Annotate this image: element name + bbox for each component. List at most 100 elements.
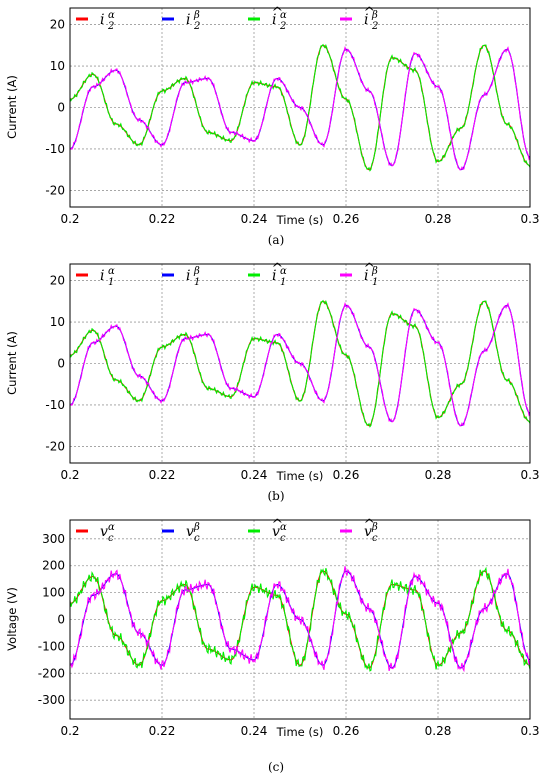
x-tick-label: 0.3 (520, 212, 539, 226)
plot-frame (69, 263, 531, 464)
legend-hat: ^ (364, 517, 376, 533)
legend-subscript: c (108, 533, 114, 544)
legend-hat: ^ (364, 261, 376, 277)
x-tick-label: 0.2 (60, 212, 79, 226)
x-tick-label: 0.26 (333, 212, 360, 226)
panel-caption: (c) (268, 760, 284, 774)
y-axis-label: Voltage (V) (5, 587, 19, 651)
y-tick-label: 20 (50, 274, 65, 288)
legend-symbol: v (100, 524, 108, 540)
y-tick-label: 10 (50, 59, 65, 73)
legend-superscript: β (193, 522, 200, 533)
legend-hat: ^ (364, 5, 376, 21)
panel-caption: (a) (268, 233, 285, 247)
legend-entry: i β1 (162, 266, 200, 288)
legend-entry: v αc (76, 522, 115, 544)
x-tick-label: 0.3 (520, 724, 539, 738)
legend-subscript: 2 (107, 21, 114, 32)
x-tick-label: 0.2 (60, 468, 79, 482)
legend-subscript: c (194, 533, 200, 544)
x-tick-label: 0.24 (241, 468, 268, 482)
legend-superscript: β (371, 266, 378, 277)
series-line (70, 304, 530, 427)
legend-symbol: i (100, 268, 104, 284)
legend-hat: ^ (272, 5, 284, 21)
legend-symbol: v (364, 524, 372, 540)
legend-superscript: β (371, 10, 378, 21)
legend-entry: i^α2 (248, 5, 287, 32)
legend-superscript: α (108, 266, 115, 277)
legend-entry: i β2 (162, 10, 200, 32)
legend-symbol: i (364, 268, 368, 284)
x-axis-label: Time (s) (276, 725, 324, 739)
y-tick-label: 0 (57, 357, 65, 371)
legend-hat: ^ (272, 261, 284, 277)
plot-frame (69, 7, 531, 208)
legend-subscript: c (280, 533, 286, 544)
legend-entry: v^βc (340, 517, 378, 544)
legend-entry: i^β2 (340, 5, 378, 32)
x-axis-label: Time (s) (276, 469, 324, 483)
legend-superscript: α (280, 10, 287, 21)
y-tick-label: -20 (45, 183, 65, 197)
legend-entry: i α1 (76, 266, 115, 288)
legend-entry: i α2 (76, 10, 115, 32)
x-tick-label: 0.24 (241, 212, 268, 226)
x-tick-label: 0.26 (333, 468, 360, 482)
legend-superscript: α (108, 522, 115, 533)
legend-subscript: 2 (279, 21, 286, 32)
legend-symbol: i (186, 268, 190, 284)
x-tick-label: 0.28 (425, 724, 452, 738)
series-line (70, 299, 530, 428)
y-axis-label: Current (A) (5, 331, 19, 395)
legend-symbol: v (272, 524, 280, 540)
legend-superscript: β (371, 522, 378, 533)
y-tick-label: -10 (45, 398, 65, 412)
legend-entry: v βc (162, 522, 200, 544)
y-tick-label: 100 (42, 586, 65, 600)
series-line (70, 566, 530, 672)
y-tick-label: 0 (57, 101, 65, 115)
y-tick-label: 20 (50, 18, 65, 32)
x-tick-label: 0.2 (60, 724, 79, 738)
legend-symbol: i (364, 12, 368, 28)
y-axis-label: Current (A) (5, 75, 19, 139)
x-tick-label: 0.28 (425, 468, 452, 482)
y-tick-label: -300 (38, 693, 65, 707)
series-line (70, 45, 530, 171)
x-tick-label: 0.24 (241, 724, 268, 738)
x-tick-label: 0.28 (425, 212, 452, 226)
panel-c: 0.2 0.22 0.24 0.26 0.28 0.3 300 200 100 0 -100 -200… (5, 517, 540, 774)
legend-subscript: 1 (280, 277, 286, 288)
y-tick-label: 10 (50, 315, 65, 329)
legend-superscript: α (280, 522, 287, 533)
legend-subscript: 2 (193, 21, 200, 32)
legend-superscript: α (108, 10, 115, 21)
series-line (70, 43, 530, 172)
legend-entry: i^β1 (340, 261, 378, 288)
x-tick-label: 0.22 (149, 468, 176, 482)
series-line (70, 566, 530, 673)
legend-subscript: 1 (372, 277, 378, 288)
legend-superscript: β (193, 10, 200, 21)
legend-hat: ^ (272, 517, 284, 533)
series-line (70, 48, 530, 171)
y-tick-label: -100 (38, 639, 65, 653)
y-tick-label: -200 (38, 666, 65, 680)
x-tick-label: 0.26 (333, 724, 360, 738)
legend-symbol: i (272, 12, 276, 28)
x-axis-label: Time (s) (276, 213, 324, 227)
x-tick-label: 0.22 (149, 724, 176, 738)
legend-symbol: i (186, 12, 190, 28)
legend-entry: i^α1 (248, 261, 287, 288)
legend-superscript: α (280, 266, 287, 277)
y-tick-label: 200 (42, 559, 65, 573)
legend-subscript: 1 (108, 277, 114, 288)
legend-superscript: β (193, 266, 200, 277)
y-tick-label: 300 (42, 532, 65, 546)
legend-symbol: i (272, 268, 276, 284)
series-line (70, 301, 530, 427)
